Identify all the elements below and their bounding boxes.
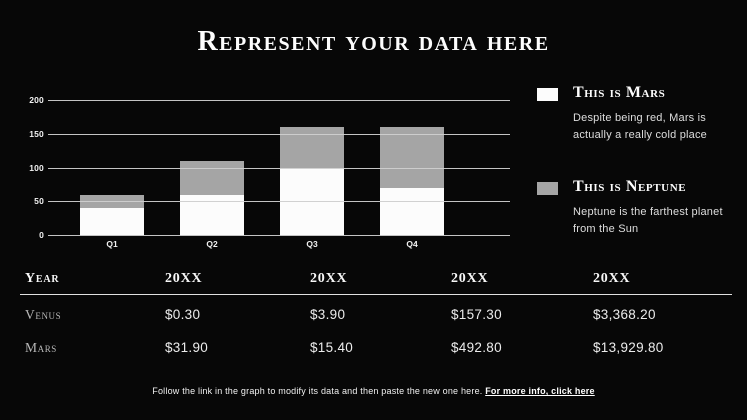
mars-swatch <box>537 88 558 101</box>
legend-description-mars: Despite being red, Mars is actually a re… <box>573 112 708 142</box>
neptune-swatch <box>537 182 558 196</box>
gridline-150 <box>48 133 510 135</box>
gridline-200 <box>48 100 510 101</box>
legend-description-neptune: Neptune is the farthest planet from the … <box>573 206 723 236</box>
table-header-cell-0: Year <box>25 271 60 286</box>
gridline-100 <box>48 167 510 169</box>
table-body: Venus $0.30 $3.90 $157.30 $3,368.20 Mars $31.9… <box>20 298 732 364</box>
table-cell-3: $3,368.20 <box>593 307 656 322</box>
table-header-cell-1: 20XX <box>165 271 203 286</box>
table-row-venus: Venus $0.30 $3.90 $157.30 $3,368.20 <box>20 298 732 331</box>
table-cell-2: $157.30 <box>451 307 502 322</box>
table-cell-1: $3.90 <box>310 307 346 322</box>
table-header-cell-3: 20XX <box>451 271 489 286</box>
legend-item-neptune: This is Neptune Neptune is the farthest … <box>537 178 737 238</box>
y-axis-tick-label-200: 200 <box>29 95 44 105</box>
footer: Follow the link in the graph to modify i… <box>0 386 747 396</box>
table-cell-1: $15.40 <box>310 340 354 355</box>
table-header-cell-4: 20XX <box>593 271 631 286</box>
stacked-bar-chart: Q1 Q2 Q3 Q4 0 50 100 150 200 <box>20 95 512 256</box>
gridline-0 <box>48 235 510 236</box>
x-axis-label-q3: Q3 <box>306 239 318 249</box>
chart-legend: This is Mars Despite being red, Mars is … <box>537 84 737 238</box>
x-axis-label-q1: Q1 <box>106 239 118 249</box>
bar-mars-q4 <box>380 187 444 235</box>
table-cell-0: $0.30 <box>165 307 201 322</box>
bar-mars-q1 <box>80 208 144 235</box>
x-axis-label-q4: Q4 <box>406 239 418 249</box>
gridline-50 <box>48 201 510 203</box>
table-row-mars: Mars $31.90 $15.40 $492.80 $13,929.80 <box>20 331 732 364</box>
more-info-link[interactable]: For more info, click here <box>485 386 595 396</box>
legend-title-mars: This is Mars <box>573 84 666 101</box>
bar-neptune-q2 <box>180 160 244 195</box>
data-table: Year 20XX 20XX 20XX 20XX Venus $0.30 $3.90 $157… <box>20 264 732 364</box>
y-axis-tick-label-0: 0 <box>39 230 44 240</box>
slide-title: Represent your data here <box>197 26 550 57</box>
table-cell-3: $13,929.80 <box>593 340 664 355</box>
footer-text: Follow the link in the graph to modify i… <box>152 386 483 396</box>
bar-neptune-q4 <box>380 127 444 188</box>
y-axis-tick-label-50: 50 <box>34 196 44 207</box>
table-cell-0: $31.90 <box>165 340 209 355</box>
y-axis-tick-label-150: 150 <box>29 128 44 139</box>
table-row-label: Venus <box>25 306 62 322</box>
table-header-row: Year 20XX 20XX 20XX 20XX <box>20 264 732 295</box>
table-row-label: Mars <box>25 339 57 355</box>
y-axis-tick-label-100: 100 <box>29 162 44 173</box>
x-axis-label-q2: Q2 <box>206 239 218 249</box>
legend-title-neptune: This is Neptune <box>573 178 687 196</box>
legend-item-mars: This is Mars Despite being red, Mars is … <box>537 84 737 144</box>
table-cell-2: $492.80 <box>451 340 502 355</box>
table-header-cell-2: 20XX <box>310 271 348 286</box>
